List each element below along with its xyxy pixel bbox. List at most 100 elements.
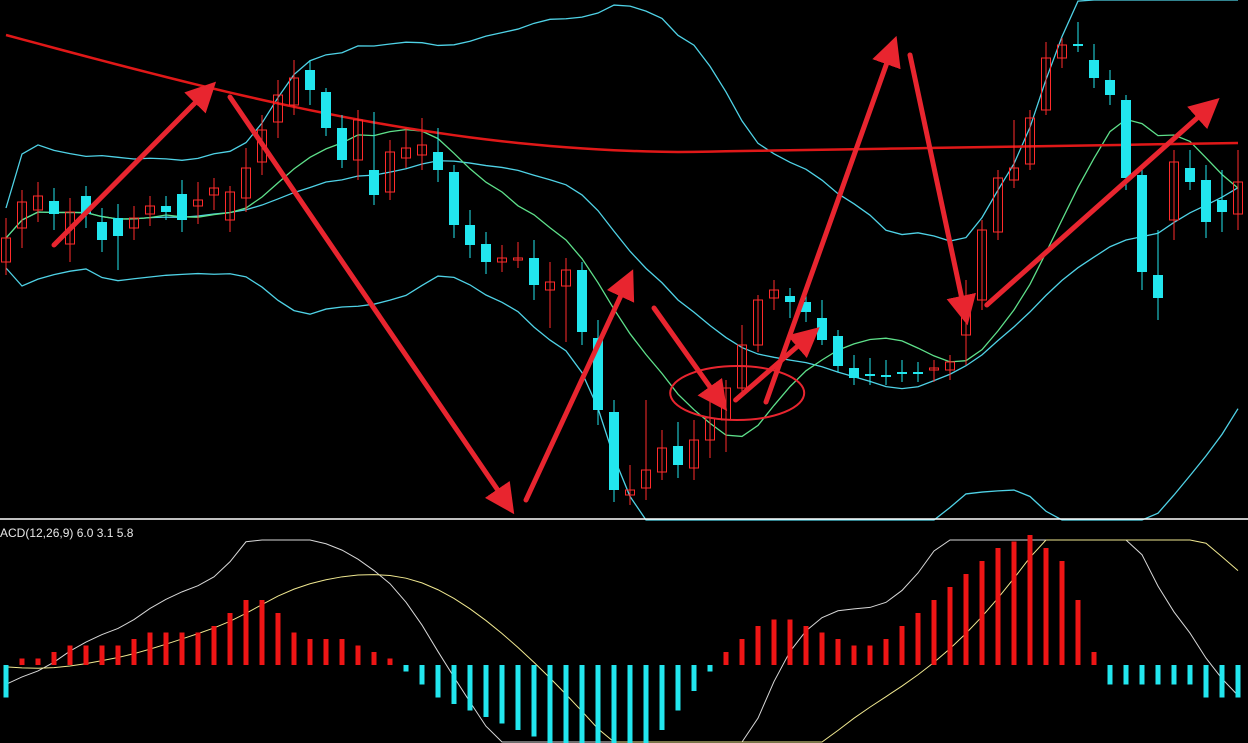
candle-body bbox=[97, 222, 107, 240]
candlestick bbox=[97, 208, 107, 252]
candle-body bbox=[497, 257, 507, 263]
candlestick bbox=[833, 330, 843, 372]
candle-body bbox=[113, 218, 123, 236]
candle-body bbox=[321, 92, 331, 128]
candle-body bbox=[833, 336, 843, 366]
candlestick bbox=[145, 196, 155, 226]
macd-dea-line bbox=[5, 539, 1239, 743]
candlestick bbox=[1137, 165, 1147, 290]
candlestick bbox=[465, 210, 475, 258]
candlestick bbox=[577, 262, 587, 345]
candlestick bbox=[817, 300, 827, 345]
trend-arrow bbox=[523, 269, 635, 503]
candle-body bbox=[241, 167, 251, 199]
candle-body bbox=[209, 187, 219, 196]
trend-arrow bbox=[763, 35, 901, 405]
candle-body bbox=[769, 289, 779, 299]
candlestick bbox=[225, 186, 235, 232]
candle-body bbox=[33, 195, 43, 211]
annotations bbox=[51, 35, 1220, 515]
candle-body bbox=[657, 447, 667, 473]
trend-arrow bbox=[733, 327, 820, 403]
candlestick bbox=[17, 190, 27, 248]
candlestick bbox=[977, 220, 987, 310]
candlestick bbox=[1185, 150, 1195, 190]
candlestick bbox=[449, 165, 459, 238]
candlestick bbox=[401, 128, 411, 168]
macd-panel bbox=[3, 535, 1241, 743]
candlestick bbox=[865, 358, 875, 385]
candlestick bbox=[1105, 70, 1115, 105]
candlestick bbox=[1233, 150, 1243, 230]
candlestick bbox=[1217, 170, 1227, 232]
candle-body bbox=[849, 368, 859, 378]
candle-body bbox=[449, 172, 459, 225]
candle-body bbox=[1121, 100, 1131, 178]
candle-body bbox=[1137, 175, 1147, 272]
candlestick bbox=[769, 280, 779, 310]
candlestick bbox=[321, 88, 331, 136]
candle-body bbox=[337, 128, 347, 160]
moving-average-line bbox=[5, 118, 1239, 438]
trend-arrow bbox=[51, 81, 217, 248]
candle-body bbox=[1233, 181, 1243, 215]
candlestick bbox=[529, 240, 539, 300]
candlestick bbox=[993, 170, 1003, 240]
candlestick bbox=[1057, 38, 1067, 68]
candlestick bbox=[689, 420, 699, 480]
price-panel bbox=[1, 0, 1243, 521]
bollinger-upper-line bbox=[5, 0, 1238, 242]
candle-body bbox=[385, 151, 395, 193]
candlestick bbox=[1153, 230, 1163, 320]
candle-body bbox=[577, 270, 587, 332]
candle-body bbox=[1089, 60, 1099, 78]
candlestick bbox=[513, 242, 523, 268]
candle-body bbox=[865, 374, 875, 376]
candle-body bbox=[977, 229, 987, 301]
candle-body bbox=[785, 296, 795, 302]
candle-body bbox=[481, 244, 491, 262]
candle-body bbox=[513, 257, 523, 261]
candlestick bbox=[593, 320, 603, 425]
candle-body bbox=[673, 446, 683, 465]
candlestick bbox=[113, 204, 123, 270]
candlestick bbox=[33, 182, 43, 222]
candlestick bbox=[657, 430, 667, 480]
candlestick bbox=[385, 140, 395, 200]
candle-body bbox=[129, 217, 139, 229]
candlestick bbox=[273, 80, 283, 138]
candlestick bbox=[1169, 150, 1179, 240]
candle-body bbox=[529, 258, 539, 285]
macd-indicator-label: ACD(12,26,9) 6.0 3.1 5.8 bbox=[0, 526, 134, 540]
candle-body bbox=[257, 129, 267, 163]
candlestick bbox=[625, 465, 635, 505]
macd-histogram bbox=[3, 535, 1241, 743]
candle-body bbox=[1025, 117, 1035, 165]
indicator-lines bbox=[5, 0, 1239, 521]
candlestick bbox=[673, 422, 683, 478]
candle-body bbox=[1153, 275, 1163, 298]
candlestick bbox=[81, 186, 91, 228]
candle-body bbox=[945, 361, 955, 371]
candle-body bbox=[593, 338, 603, 410]
candle-body bbox=[1073, 44, 1083, 46]
candle-body bbox=[993, 177, 1003, 233]
candle-body bbox=[561, 269, 571, 287]
candle-body bbox=[1009, 167, 1019, 181]
candle-body bbox=[881, 375, 891, 377]
candlestick bbox=[481, 232, 491, 274]
candle-body bbox=[913, 372, 923, 374]
trend-arrow bbox=[227, 94, 515, 515]
candlestick bbox=[609, 400, 619, 502]
candlestick bbox=[497, 245, 507, 272]
candlestick bbox=[785, 288, 795, 318]
candlestick bbox=[1089, 44, 1099, 88]
highlight-ellipse bbox=[669, 365, 806, 421]
candle-body bbox=[353, 119, 363, 161]
candlestick bbox=[1121, 95, 1131, 190]
candlestick bbox=[849, 355, 859, 385]
trend-arrow bbox=[907, 52, 976, 326]
bollinger-middle-line bbox=[5, 160, 1239, 390]
candlestick bbox=[1025, 110, 1035, 170]
candlestick bbox=[641, 400, 651, 500]
